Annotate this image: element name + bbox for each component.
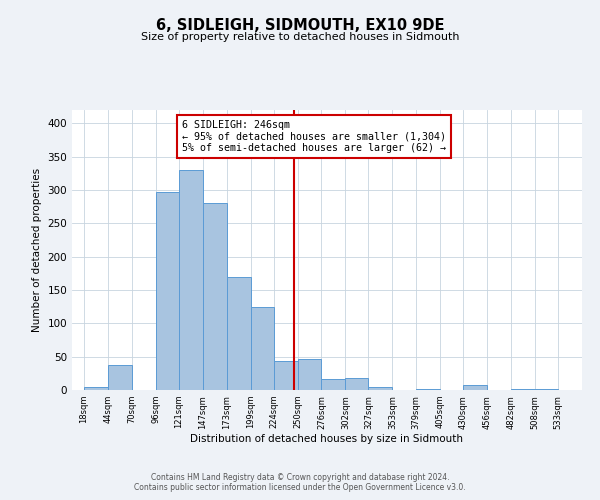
Bar: [535, 388, 558, 390]
Text: Contains HM Land Registry data © Crown copyright and database right 2024.
Contai: Contains HM Land Registry data © Crown c…: [134, 473, 466, 492]
Bar: [274, 360, 298, 390]
Bar: [368, 386, 392, 390]
Text: Size of property relative to detached houses in Sidmouth: Size of property relative to detached ho…: [141, 32, 459, 42]
X-axis label: Distribution of detached houses by size in Sidmouth: Distribution of detached houses by size …: [191, 434, 464, 444]
Bar: [298, 360, 322, 390]
Bar: [203, 204, 227, 390]
Bar: [156, 192, 179, 390]
Bar: [463, 386, 487, 390]
Bar: [227, 276, 251, 390]
Bar: [84, 388, 108, 390]
Text: 6, SIDLEIGH, SIDMOUTH, EX10 9DE: 6, SIDLEIGH, SIDMOUTH, EX10 9DE: [156, 18, 444, 32]
Bar: [179, 170, 203, 390]
Bar: [108, 366, 132, 390]
Bar: [251, 308, 274, 390]
Bar: [346, 378, 368, 390]
Text: 6 SIDLEIGH: 246sqm
← 95% of detached houses are smaller (1,304)
5% of semi-detac: 6 SIDLEIGH: 246sqm ← 95% of detached hou…: [182, 120, 446, 153]
Bar: [322, 378, 346, 390]
Y-axis label: Number of detached properties: Number of detached properties: [32, 168, 42, 332]
